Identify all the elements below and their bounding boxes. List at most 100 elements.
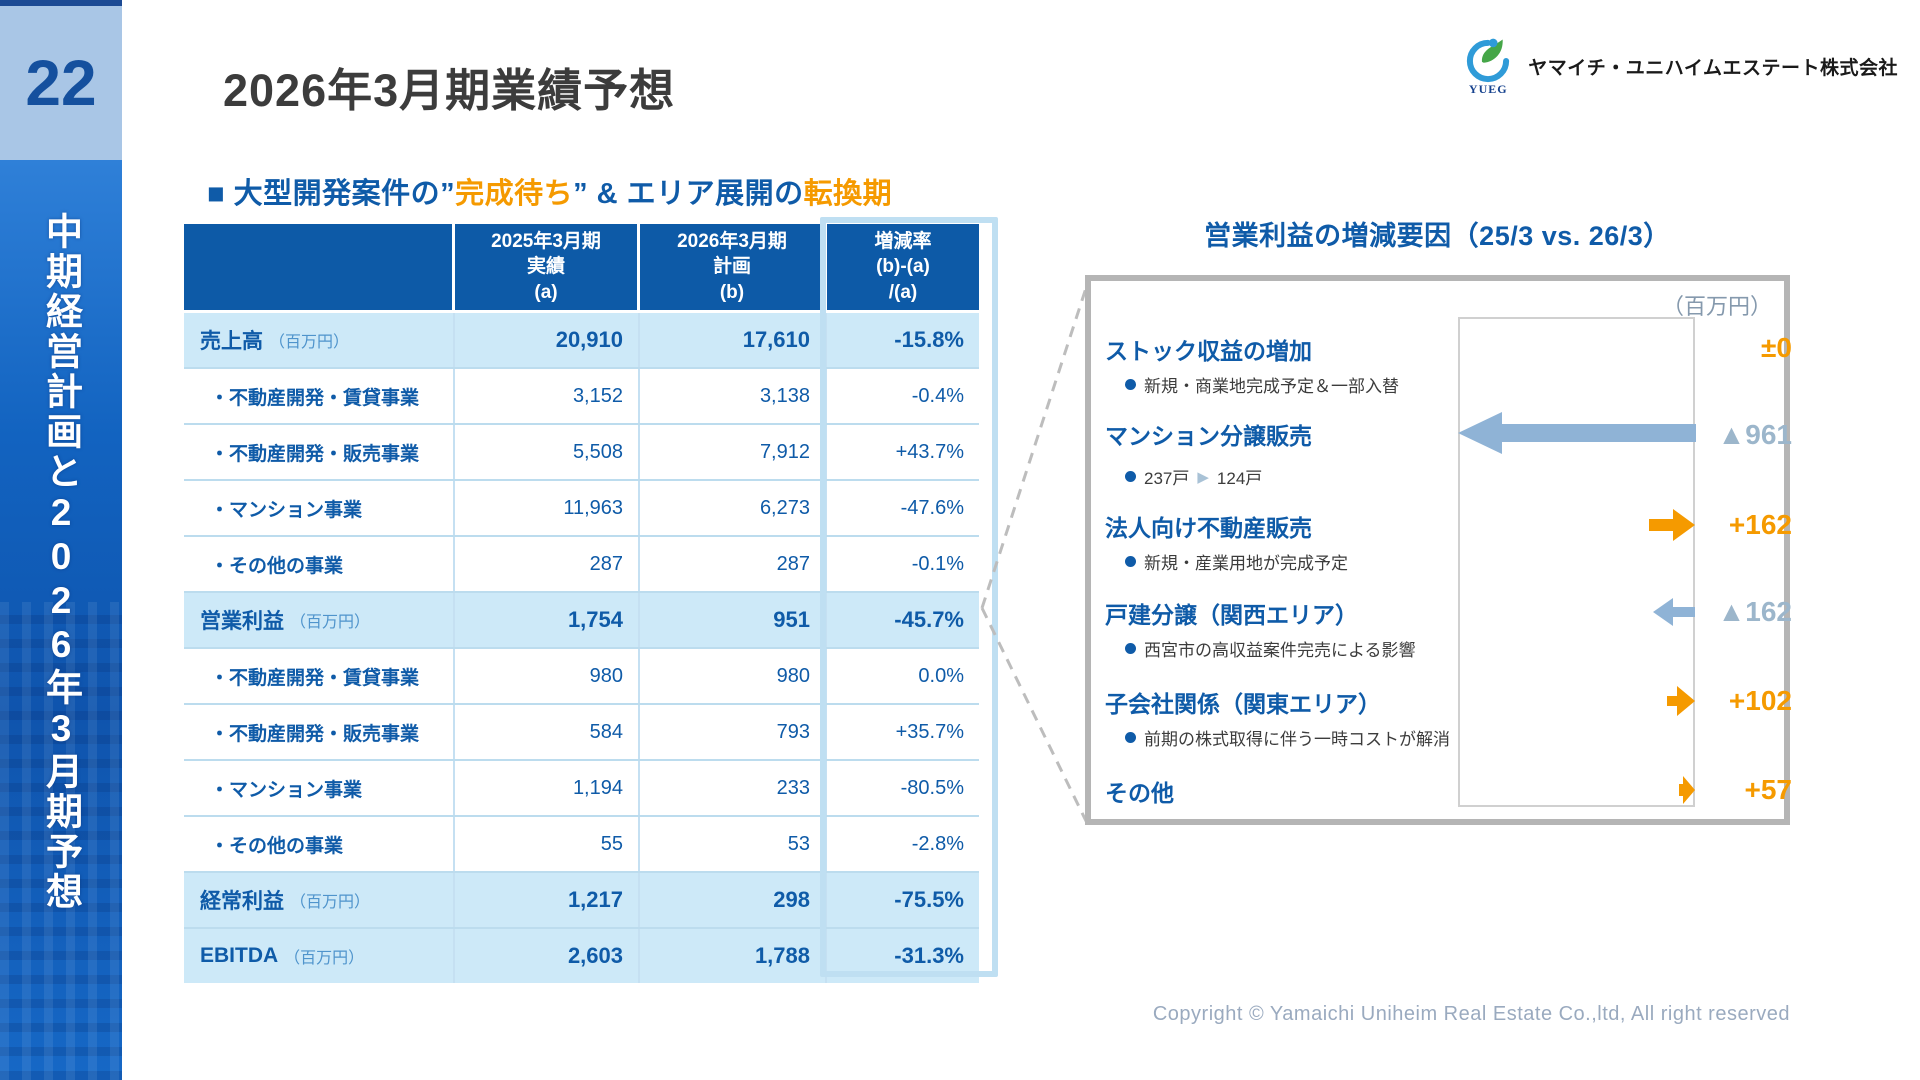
table-header-row: 2025年3月期 実績 (a) 2026年3月期 計画 (b) 増減率 (b)-… — [184, 224, 979, 313]
table-row: ・その他の事業 55 53 -2.8% — [184, 815, 979, 871]
table-row: ・不動産開発・賃貸事業 3,152 3,138 -0.4% — [184, 367, 979, 423]
sidebar-top-strip — [0, 0, 122, 6]
factor-note: 新規・商業地完成予定＆一部入替 — [1125, 372, 1399, 397]
company-logo: YUEG ヤマイチ・ユニハイムエステート株式会社 — [1458, 36, 1898, 97]
row-unit: （百万円） — [290, 894, 371, 911]
slide-subtitle: ■ 大型開発案件の”完成待ち” & エリア展開の転換期 — [207, 170, 892, 212]
plan-value-cell: 3,138 — [640, 369, 827, 423]
table-row: 営業利益 （百万円） 1,754 951 -45.7% — [184, 591, 979, 647]
factor-title-detached-kansai: 戸建分譲（関西エリア） — [1105, 602, 1358, 628]
header-plan-fy26: 2026年3月期 計画 (b) — [640, 224, 827, 310]
row-label-cell: ・その他の事業 — [184, 537, 455, 591]
row-unit: （百万円） — [284, 950, 365, 967]
row-label: ・その他の事業 — [210, 555, 344, 577]
bullet-icon — [1125, 732, 1136, 743]
change-rate-cell: -47.6% — [900, 496, 964, 519]
actual-value-cell: 1,754 — [455, 593, 640, 647]
subtitle-part: ■ 大型開発案件の” — [207, 178, 456, 210]
factor-note-text: 西宮市の高収益案件完売による影響 — [1144, 641, 1416, 660]
bullet-icon — [1125, 379, 1136, 390]
factor-panel: （百万円） ストック収益の増加 新規・商業地完成予定＆一部入替 ±0 マンション… — [1085, 275, 1793, 825]
factor-value: +57 — [1744, 774, 1793, 805]
change-rate-cell: -0.4% — [911, 384, 964, 407]
factor-title-stock-income: ストック収益の増加 — [1105, 338, 1312, 364]
table-row: ・マンション事業 11,963 6,273 -47.6% — [184, 479, 979, 535]
row-label-cell: 経常利益 （百万円） — [184, 873, 455, 927]
row-label-cell: 営業利益 （百万円） — [184, 593, 455, 647]
row-label-cell: ・マンション事業 — [184, 761, 455, 815]
row-label: ・その他の事業 — [210, 835, 344, 857]
row-label: ・不動産開発・販売事業 — [210, 723, 420, 745]
plan-value-cell: 298 — [640, 873, 827, 927]
waterfall-axis-box — [1458, 317, 1695, 807]
factor-note-text: 新規・商業地完成予定＆一部入替 — [1144, 377, 1399, 396]
change-rate-cell: -0.1% — [911, 552, 964, 575]
row-label-cell: ・不動産開発・賃貸事業 — [184, 649, 455, 703]
bullet-icon — [1125, 556, 1136, 567]
plan-value-cell: 951 — [640, 593, 827, 647]
change-rate-cell: -80.5% — [900, 776, 964, 799]
logo-acronym: YUEG — [1468, 82, 1508, 96]
row-label-cell: ・不動産開発・賃貸事業 — [184, 369, 455, 423]
page-title: 2026年3月期業績予想 — [223, 65, 676, 116]
change-rate-cell: -15.8% — [894, 327, 964, 352]
actual-value-cell: 287 — [455, 537, 640, 591]
change-rate-cell: 0.0% — [918, 664, 964, 687]
subtitle-part: ” & エリア展開の — [573, 178, 804, 210]
forecast-table: 2025年3月期 実績 (a) 2026年3月期 計画 (b) 増減率 (b)-… — [184, 224, 979, 983]
row-label-cell: EBITDA （百万円） — [184, 929, 455, 983]
factor-title-subsidiary-kanto: 子会社関係（関東エリア） — [1105, 691, 1381, 717]
plan-value-cell: 233 — [640, 761, 827, 815]
table-row: 売上高 （百万円） 20,910 17,610 -15.8% — [184, 313, 979, 367]
row-label: ・マンション事業 — [210, 779, 363, 801]
plan-value-cell: 1,788 — [640, 929, 827, 983]
factor-value: ±0 — [1761, 332, 1792, 363]
decrease-arrow-icon — [1653, 598, 1695, 626]
row-label: ・不動産開発・販売事業 — [210, 443, 420, 465]
factor-note: 西宮市の高収益案件完売による影響 — [1125, 636, 1416, 661]
factor-panel-title: 営業利益の増減要因（25/3 vs. 26/3） — [1204, 221, 1671, 251]
row-label: EBITDA — [200, 944, 279, 967]
plan-value-cell: 980 — [640, 649, 827, 703]
factor-value: ▲961 — [1717, 419, 1792, 450]
plan-value-cell: 53 — [640, 817, 827, 871]
actual-value-cell: 5,508 — [455, 425, 640, 479]
factor-note-text: 前期の株式取得に伴う一時コストが解消 — [1144, 730, 1450, 749]
copyright-text: Copyright © Yamaichi Uniheim Real Estate… — [1152, 1003, 1790, 1025]
table-row: ・不動産開発・賃貸事業 980 980 0.0% — [184, 647, 979, 703]
factor-note-text: 237戸 — [1144, 469, 1190, 488]
row-unit: （百万円） — [290, 614, 371, 631]
factor-note: 前期の株式取得に伴う一時コストが解消 — [1125, 725, 1450, 750]
row-label: ・不動産開発・賃貸事業 — [210, 387, 420, 409]
page-number-box: 22 — [0, 6, 122, 160]
actual-value-cell: 584 — [455, 705, 640, 759]
actual-value-cell: 20,910 — [455, 313, 640, 367]
increase-arrow-icon — [1679, 776, 1695, 804]
plan-value-cell: 17,610 — [640, 313, 827, 367]
change-rate-cell: -75.5% — [894, 887, 964, 912]
table-row: 経常利益 （百万円） 1,217 298 -75.5% — [184, 871, 979, 927]
factor-note: 新規・産業用地が完成予定 — [1125, 549, 1348, 574]
row-unit: （百万円） — [269, 334, 350, 351]
company-name: ヤマイチ・ユニハイムエステート株式会社 — [1528, 58, 1898, 79]
row-label: ・マンション事業 — [210, 499, 363, 521]
callout-dashed-lines — [980, 284, 1089, 824]
table-row: ・その他の事業 287 287 -0.1% — [184, 535, 979, 591]
change-rate-cell: +35.7% — [895, 720, 964, 743]
decrease-arrow-icon — [1458, 412, 1696, 454]
actual-value-cell: 1,194 — [455, 761, 640, 815]
row-label: 売上高 — [200, 330, 263, 353]
row-label: ・不動産開発・賃貸事業 — [210, 667, 420, 689]
sidebar: 中期経営計画と2026年3月期予想 — [0, 160, 122, 1080]
table-row: EBITDA （百万円） 2,603 1,788 -31.3% — [184, 927, 979, 983]
factor-note: 237戸 ▶ 124戸 — [1125, 464, 1262, 489]
subtitle-highlight: 転換期 — [803, 178, 893, 210]
plan-value-cell: 6,273 — [640, 481, 827, 535]
unit-label: （百万円） — [1661, 294, 1772, 319]
transition-arrow-icon: ▶ — [1197, 468, 1209, 486]
factor-note-text: 124戸 — [1216, 469, 1263, 488]
subtitle-highlight: 完成待ち — [455, 178, 574, 210]
change-rate-cell: -45.7% — [894, 607, 964, 632]
actual-value-cell: 3,152 — [455, 369, 640, 423]
table-body: 売上高 （百万円） 20,910 17,610 -15.8% ・不動産開発・賃貸… — [184, 313, 979, 983]
